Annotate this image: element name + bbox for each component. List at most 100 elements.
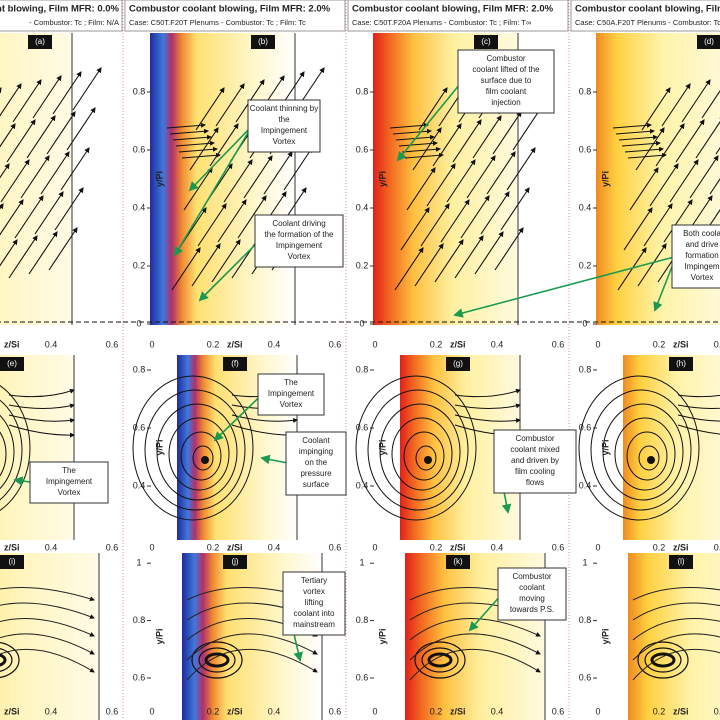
x-tick-label: 0.4	[45, 339, 58, 349]
x-tick-label: 0.2	[430, 706, 443, 716]
annotation-text: coolant	[519, 583, 546, 592]
streamline	[418, 87, 448, 131]
streamline	[632, 587, 720, 601]
streamline	[192, 445, 214, 471]
streamline	[0, 641, 20, 679]
streamline	[189, 127, 219, 171]
streamline	[0, 239, 18, 267]
streamline	[406, 167, 436, 211]
header-box	[570, 0, 720, 32]
annotation-arrow	[213, 393, 263, 442]
streamline	[0, 414, 15, 490]
annotation-text: Combustor	[486, 54, 525, 63]
annotation-box	[254, 214, 344, 268]
streamline	[629, 167, 659, 211]
annotation-text: Impingement	[46, 477, 93, 486]
streamline	[156, 403, 238, 501]
streamline	[632, 602, 720, 621]
x-axis-title: z/Si	[450, 706, 466, 716]
panel-label-box	[223, 357, 247, 371]
vortex-core	[201, 456, 209, 464]
annotation-text: Coolant	[302, 436, 330, 445]
x-tick-label: 0.4	[491, 542, 504, 552]
streamline	[181, 152, 221, 159]
y-axis-title: y/Pi	[377, 171, 387, 187]
streamline	[637, 243, 667, 287]
y-axis-title: y/Pi	[377, 439, 387, 455]
streamline	[215, 83, 245, 127]
panel-label-box	[669, 555, 693, 569]
streamline	[677, 414, 720, 422]
panel-label: (k)	[453, 557, 463, 566]
annotation-box	[29, 461, 109, 504]
y-tick-label: 0.6	[579, 422, 592, 432]
streamline	[186, 648, 318, 681]
streamline	[32, 75, 62, 119]
x-tick-label: 0.4	[268, 542, 281, 552]
case-label: Case: C50A.F20T Plenums - Combustor: Tc …	[575, 18, 720, 27]
streamline	[677, 394, 720, 398]
streamline	[178, 146, 218, 153]
panel-label-box	[446, 555, 470, 569]
streamline	[460, 195, 490, 239]
contour-field	[623, 355, 720, 540]
x-tick-label: 0.2	[653, 706, 666, 716]
streamline	[52, 71, 82, 115]
x-tick-label: 0.6	[329, 339, 342, 349]
annotation-text: vortex	[303, 587, 325, 596]
streamline	[0, 159, 30, 203]
streamline	[432, 123, 462, 167]
y-tick-label: 1	[136, 558, 141, 568]
streamline	[191, 243, 221, 287]
streamline	[446, 159, 476, 203]
streamline	[175, 140, 215, 147]
streamline	[675, 119, 705, 163]
streamline	[20, 155, 50, 199]
streamline	[409, 633, 541, 661]
streamline	[466, 155, 496, 199]
x-tick-label: 0.2	[430, 339, 443, 349]
streamline	[191, 641, 243, 679]
y-tick-label: 0.4	[133, 202, 146, 212]
y-tick-label: 0.8	[133, 364, 146, 374]
streamline	[237, 195, 267, 239]
contour-field	[0, 33, 72, 325]
streamline	[0, 648, 13, 672]
annotation-text: flows	[526, 478, 544, 487]
annotation-text: Impingement	[268, 389, 315, 398]
annotation-text: mainstream	[293, 620, 335, 629]
streamline	[635, 127, 665, 171]
x-tick-label: 0.6	[552, 542, 565, 552]
streamline	[414, 243, 444, 287]
annotation-box	[282, 571, 346, 636]
y-tick-label: 0.8	[356, 615, 369, 625]
streamline	[26, 115, 56, 159]
streamline	[0, 83, 22, 117]
streamline	[669, 159, 699, 203]
streamline	[494, 227, 524, 271]
streamline	[421, 647, 459, 673]
y-tick-label: 0.6	[579, 672, 592, 682]
x-tick-label: 0	[149, 542, 154, 552]
panel-label-box	[697, 35, 720, 49]
annotation-text: The	[284, 378, 298, 387]
streamline	[414, 641, 466, 679]
annotation-arrow	[188, 125, 253, 192]
streamline	[480, 191, 510, 235]
panel-label-box	[446, 357, 470, 371]
streamline	[614, 417, 676, 491]
streamline	[355, 375, 477, 521]
x-tick-label: 0.2	[207, 706, 220, 716]
panel-label-box	[0, 555, 24, 569]
streamline	[709, 178, 720, 195]
streamline	[204, 652, 230, 668]
vortex-core	[424, 456, 432, 464]
x-tick-label: 0.4	[268, 706, 281, 716]
case-label: Case: C50T.F20T Plenums - Combustor: Tc …	[129, 18, 306, 27]
column-title: Combustor coolant blowing, Film MFR: 2.0…	[129, 4, 331, 15]
panel-label: (j)	[231, 557, 238, 566]
streamline	[211, 239, 241, 283]
panel-label: (i)	[8, 557, 15, 566]
annotation-text: lifting	[305, 598, 324, 607]
y-tick-label: 1	[582, 558, 587, 568]
